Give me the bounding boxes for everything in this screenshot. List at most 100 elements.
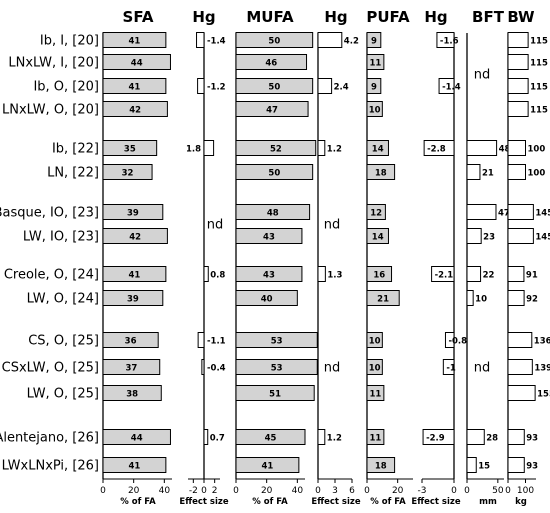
bar <box>507 228 534 244</box>
nd-label: nd <box>324 218 341 233</box>
bar <box>102 332 159 348</box>
bar <box>466 228 482 244</box>
data-label: 11 <box>370 390 382 400</box>
data-label: 115 <box>530 83 548 93</box>
data-label: 50 <box>268 169 280 179</box>
axis-unit: mm <box>479 497 497 507</box>
panel-mufa: MUFA 0 20 40 % of FA 50 46 50 47 52 50 48 43 43 40 53 53… <box>233 8 318 507</box>
bar <box>102 164 153 180</box>
axis-unit: % of FA <box>370 497 406 507</box>
data-label: 22 <box>483 271 495 281</box>
tick-label: 6 <box>349 486 355 496</box>
data-label: 145 <box>535 233 550 243</box>
row-label: LNxLW, I, [20] <box>8 56 99 71</box>
bar <box>366 101 383 117</box>
row-label: Ib, O, [20] <box>33 80 99 95</box>
nd-label: nd <box>474 68 491 83</box>
bar <box>466 429 485 445</box>
data-label: -2.9 <box>426 434 445 444</box>
effect-bar <box>317 266 326 282</box>
bar <box>466 140 498 156</box>
row-label: LW, IO, [23] <box>23 230 99 245</box>
tick-label: 0 <box>505 486 511 496</box>
panel-header: PUFA <box>366 8 410 26</box>
bar <box>507 385 536 401</box>
data-label: 100 <box>528 145 546 155</box>
data-label: 42 <box>129 233 141 243</box>
tick-label: 0 <box>364 486 370 496</box>
data-label: 16 <box>373 271 385 281</box>
data-label: 1.3 <box>327 271 342 281</box>
data-label: -2.1 <box>435 271 454 281</box>
bar <box>507 101 529 117</box>
bar <box>235 359 318 375</box>
row-label: Alentejano, [26] <box>0 431 99 446</box>
data-label: 11 <box>370 434 382 444</box>
data-label: 1.2 <box>327 434 342 444</box>
data-label: 37 <box>125 364 137 374</box>
data-label: 28 <box>486 434 498 444</box>
tick-label: 0 <box>451 486 457 496</box>
bar <box>102 32 167 48</box>
tick-label: -3 <box>418 486 427 496</box>
effect-bar <box>423 140 455 156</box>
row-label: CS, O, [25] <box>28 334 99 349</box>
bar <box>507 429 525 445</box>
data-label: 18 <box>375 169 387 179</box>
data-label: 41 <box>129 83 141 93</box>
bar <box>102 54 171 70</box>
data-label: 52 <box>270 145 282 155</box>
bar <box>466 164 481 180</box>
axis-unit: % of FA <box>120 497 156 507</box>
data-label: 2.4 <box>334 83 349 93</box>
bar <box>235 228 303 244</box>
data-label: 53 <box>271 337 283 347</box>
bar <box>507 78 529 94</box>
effect-bar <box>201 359 205 375</box>
data-label: 1.2 <box>327 145 342 155</box>
data-label: 10 <box>369 106 381 116</box>
bar <box>366 266 393 282</box>
data-label: 100 <box>528 169 546 179</box>
bar <box>235 164 314 180</box>
data-label: 47 <box>498 209 510 219</box>
panel-header: BFT <box>472 8 505 26</box>
data-label: 39 <box>127 295 139 305</box>
panel-sfa: SFA 0 20 40% of FA 41 44 41 42 35 32 39 42 41 39 36 37 3… <box>100 8 172 507</box>
panel-header: BW <box>507 8 535 26</box>
bar <box>235 54 308 70</box>
axis-unit: Effect size <box>179 497 228 507</box>
nd-label: nd <box>474 361 491 376</box>
bar <box>235 140 317 156</box>
row-label: LN, [22] <box>47 166 99 181</box>
bar <box>366 204 386 220</box>
effect-bar <box>203 429 209 445</box>
tick-label: 20 <box>392 486 404 496</box>
data-label: 43 <box>263 271 275 281</box>
nd-label: nd <box>324 361 341 376</box>
data-label: 23 <box>483 233 495 243</box>
bar <box>235 332 318 348</box>
effect-bar <box>444 332 455 348</box>
data-label: 0.8 <box>210 271 225 281</box>
bar <box>507 164 526 180</box>
row-label: Basque, IO, [23] <box>0 206 99 221</box>
data-label: 41 <box>129 37 141 47</box>
data-label: 145 <box>535 209 550 219</box>
data-label: 18 <box>375 462 387 472</box>
bar <box>366 359 383 375</box>
effect-bar <box>438 78 455 94</box>
data-label: 51 <box>269 390 281 400</box>
data-label: 10 <box>369 337 381 347</box>
data-label: -1.6 <box>440 37 459 47</box>
data-label: 11 <box>370 59 382 69</box>
tick-label: 40 <box>292 486 304 496</box>
data-label: -1 <box>446 364 456 374</box>
tick-label: 0 <box>100 486 106 496</box>
bar <box>235 32 314 48</box>
tick-label: 40 <box>159 486 171 496</box>
bar <box>507 290 525 306</box>
bar <box>102 457 167 473</box>
row-label: LW, O, [25] <box>27 387 99 402</box>
data-label: 93 <box>526 434 538 444</box>
